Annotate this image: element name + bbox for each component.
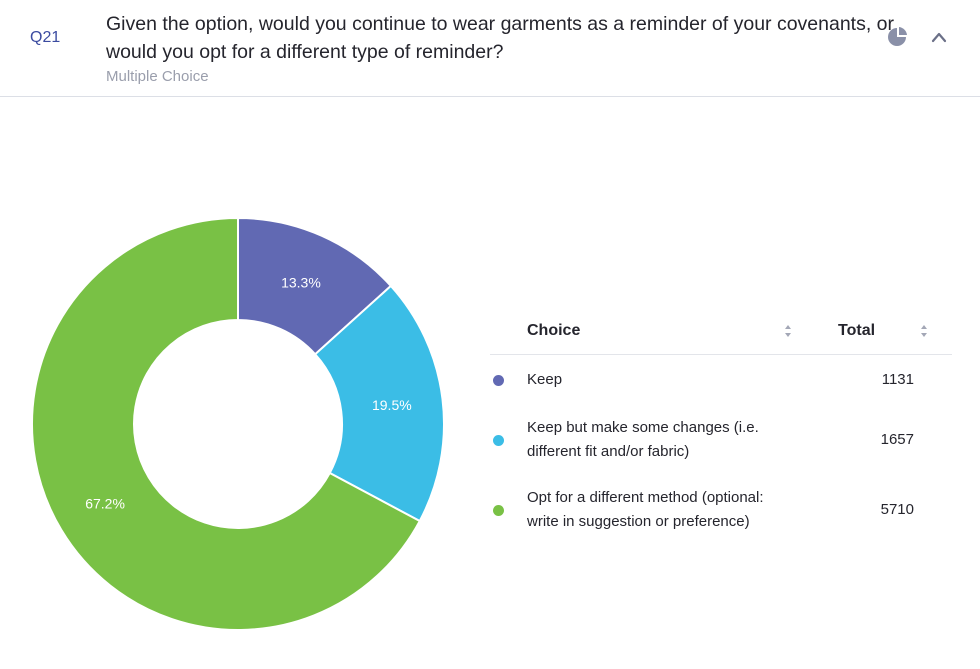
legend-color-dot (493, 504, 504, 516)
sort-choice-icon[interactable] (784, 324, 792, 338)
chevron-up-icon[interactable] (930, 30, 948, 44)
pie-chart-icon[interactable] (886, 26, 908, 48)
slice-percent-label: 19.5% (372, 397, 412, 413)
slice-percent-label: 13.3% (281, 274, 321, 290)
table-header: Choice Total (490, 306, 952, 355)
question-type: Multiple Choice (106, 68, 209, 85)
choice-label: Keep but make some changes (i.e. differe… (527, 419, 759, 460)
legend-row[interactable]: Opt for a different method (optional: wr… (490, 475, 952, 545)
choice-label: Opt for a different method (optional: wr… (527, 489, 764, 530)
choice-total: 1657 (880, 431, 914, 448)
choice-total: 1131 (881, 371, 914, 388)
question-header: Q21 Given the option, would you continue… (0, 0, 980, 97)
slice-percent-label: 67.2% (85, 496, 125, 512)
donut-slice[interactable] (31, 216, 422, 631)
donut-chart: 13.3% 19.5% 67.2% (31, 216, 445, 631)
legend-row[interactable]: Keep 1131 (490, 355, 952, 405)
question-number: Q21 (30, 29, 61, 46)
table-body: Keep 1131 Keep but make some changes (i.e.… (490, 355, 952, 545)
question-text: Given the option, would you continue to … (106, 13, 895, 63)
choice-column-header[interactable]: Choice (527, 322, 581, 339)
results-table: Choice Total Keep 1131 Keep but make some … (490, 306, 952, 545)
legend-color-dot (493, 434, 504, 446)
total-column-header[interactable]: Total (838, 322, 876, 339)
legend-color-dot (493, 374, 504, 386)
choice-label: Keep (527, 371, 563, 388)
choice-total: 5710 (880, 501, 914, 518)
legend-row[interactable]: Keep but make some changes (i.e. differe… (490, 405, 952, 475)
sort-total-icon[interactable] (920, 324, 928, 338)
donut-slice[interactable] (313, 284, 445, 523)
